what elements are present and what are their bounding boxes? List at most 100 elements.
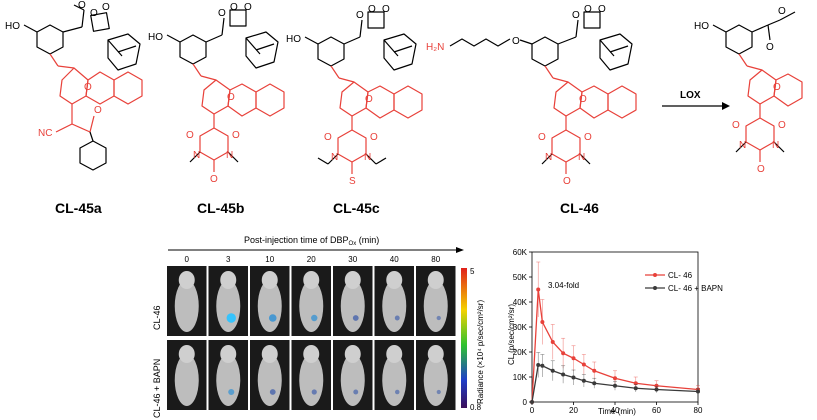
y-tick-label: 60K — [513, 248, 528, 257]
colorbar-label: Radiance (×10⁴ p/sec/cm²/sr) — [476, 300, 485, 404]
data-point — [536, 363, 541, 367]
data-point — [571, 356, 576, 361]
data-point — [540, 363, 545, 368]
signal-spot — [436, 315, 441, 321]
series-line — [531, 289, 699, 403]
x-tick-label: 60 — [652, 406, 661, 415]
signal-spot — [353, 389, 359, 395]
atom-o: O — [324, 132, 332, 143]
signal-spot — [436, 389, 441, 395]
atom-ho: HO — [148, 32, 163, 43]
timepoint-label: 30 — [348, 255, 357, 264]
cl-time-chart: CL (p/sec/cm²/sr) Time (min) 3.04-fold C… — [507, 248, 723, 416]
atom-o: O — [778, 120, 786, 131]
mouse-image — [416, 266, 456, 336]
atom-o: O — [382, 4, 390, 15]
colorbar — [461, 268, 467, 408]
signal-spot — [395, 389, 400, 395]
compound-label: CL-45a — [55, 200, 102, 216]
atom-o: O — [368, 4, 376, 15]
atom-o: O — [370, 132, 378, 143]
atom-o: O — [766, 42, 774, 53]
timepoint-label: 0 — [185, 255, 190, 264]
y-tick-label: 40K — [513, 298, 528, 307]
atom-ho: HO — [694, 21, 709, 32]
mouse-image — [291, 266, 331, 336]
atom-o: O — [356, 10, 364, 21]
compound-cl-45a — [23, 4, 143, 171]
colorbar-min: 0.8 — [470, 403, 482, 412]
data-point — [550, 368, 555, 373]
atom-n: N — [226, 150, 233, 161]
reaction-arrow — [662, 102, 730, 110]
timepoint-label: 40 — [390, 255, 399, 264]
mouse-image — [208, 340, 248, 410]
atom-o: O — [512, 36, 520, 47]
timepoint-label: 10 — [265, 255, 274, 264]
row-label-cl46: CL-46 — [152, 305, 162, 330]
atom-o: O — [244, 2, 252, 13]
atom-n: N — [193, 150, 200, 161]
atom-o: O — [90, 8, 98, 19]
atom-o: O — [78, 0, 86, 11]
mouse-image — [374, 340, 414, 410]
atom-o: O — [102, 2, 110, 13]
mouse-image — [333, 266, 373, 336]
atom-o: O — [365, 94, 373, 105]
atom-o: O — [84, 82, 92, 93]
signal-spot — [394, 315, 400, 321]
data-point — [654, 387, 659, 392]
atom-nc: NC — [38, 128, 52, 139]
timepoint-label: 80 — [431, 255, 440, 264]
mouse-image — [208, 266, 248, 336]
reaction-label: LOX — [680, 90, 701, 101]
compound-label: CL-45c — [333, 200, 380, 216]
atom-n: N — [364, 152, 371, 163]
atom-o: O — [757, 164, 765, 175]
data-point — [561, 351, 566, 356]
signal-spot — [228, 388, 235, 396]
legend-entry-cl46-bapn: CL- 46 + BAPN — [668, 284, 723, 293]
mouse-image — [167, 340, 207, 410]
atom-ho: HO — [286, 34, 301, 45]
data-point — [696, 389, 700, 394]
data-point — [654, 383, 659, 388]
data-point — [530, 400, 534, 404]
atom-o: O — [232, 130, 240, 141]
data-point — [613, 376, 617, 381]
atom-o: O — [218, 8, 226, 19]
mouse-image — [416, 340, 456, 410]
atom-o: O — [94, 105, 102, 116]
signal-spot — [226, 313, 236, 323]
fold-annotation: 3.04-fold — [548, 281, 579, 290]
atom-o: O — [210, 174, 218, 185]
atom-n: N — [545, 152, 552, 163]
x-axis-label: Time (min) — [598, 407, 636, 416]
atom-h2n: H₂N — [426, 42, 444, 53]
atom-o: O — [732, 120, 740, 131]
atom-s: S — [349, 176, 356, 187]
data-point — [550, 340, 555, 344]
mouse-image — [250, 266, 290, 336]
atom-n: N — [578, 152, 585, 163]
data-point — [581, 378, 586, 383]
legend-entry-cl46: CL- 46 — [668, 271, 693, 280]
signal-spot — [311, 314, 318, 322]
y-tick-label: 20K — [513, 348, 528, 357]
compound-label: CL-45b — [197, 200, 244, 216]
legend: CL- 46 CL- 46 + BAPN — [645, 271, 723, 293]
x-tick-label: 80 — [694, 406, 703, 415]
timeline-label: Post-injection time of DBPOx (min) — [244, 235, 379, 247]
compound-cl-45b — [166, 9, 285, 172]
data-point — [540, 320, 545, 324]
atom-o: O — [572, 10, 580, 21]
atom-o: O — [584, 132, 592, 143]
atom-o: O — [186, 130, 194, 141]
compound-label: CL-46 — [560, 200, 599, 216]
atom-o: O — [598, 4, 606, 15]
atom-o: O — [778, 6, 786, 17]
mouse-image — [374, 266, 414, 336]
data-point — [613, 383, 617, 388]
row-label-cl46-bapn: CL-46 + BAPN — [152, 359, 162, 418]
compound-cl-46 — [449, 11, 637, 174]
